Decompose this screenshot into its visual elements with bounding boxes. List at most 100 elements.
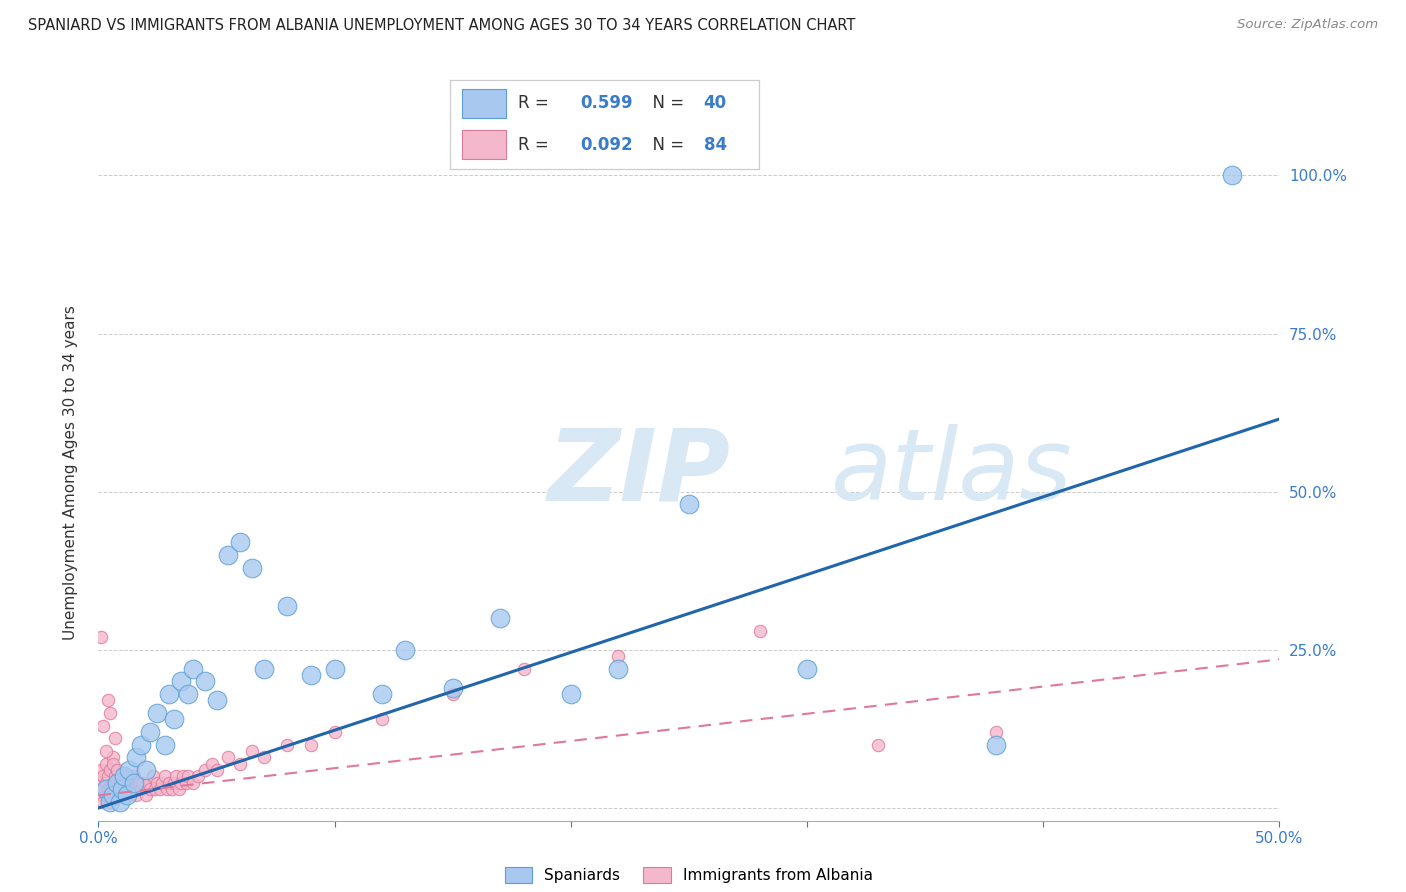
Point: [122, 782, 145, 797]
Point: [229, 535, 252, 549]
Point: [146, 775, 169, 789]
Bar: [463, 89, 506, 118]
Text: atlas: atlas: [831, 425, 1073, 521]
Point: [149, 782, 172, 797]
Text: 84: 84: [703, 136, 727, 153]
Point: [217, 548, 239, 562]
Point: [371, 687, 394, 701]
Point: [129, 782, 152, 797]
Point: [101, 750, 124, 764]
Point: [157, 775, 180, 789]
Point: [111, 782, 134, 797]
Point: [323, 662, 346, 676]
Point: [323, 725, 346, 739]
Point: [142, 769, 165, 783]
Point: [121, 775, 143, 789]
Point: [984, 725, 1007, 739]
Text: N =: N =: [641, 136, 689, 153]
Point: [90, 789, 112, 803]
Point: [607, 649, 630, 664]
Point: [108, 775, 131, 789]
Point: [177, 769, 200, 783]
Point: [253, 662, 276, 676]
Point: [94, 789, 117, 803]
Point: [98, 763, 121, 777]
Text: Source: ZipAtlas.com: Source: ZipAtlas.com: [1237, 18, 1378, 31]
Point: [139, 725, 162, 739]
Point: [139, 782, 162, 797]
Point: [101, 789, 124, 803]
Point: [240, 744, 263, 758]
Point: [98, 782, 121, 797]
Point: [201, 756, 224, 771]
Point: [157, 687, 180, 701]
Point: [111, 782, 134, 797]
Point: [112, 775, 135, 789]
Point: [205, 693, 228, 707]
Point: [181, 775, 204, 789]
Point: [125, 789, 148, 803]
Point: [167, 782, 190, 797]
Point: [94, 775, 117, 789]
Point: [678, 497, 700, 511]
Point: [115, 769, 138, 783]
Text: SPANIARD VS IMMIGRANTS FROM ALBANIA UNEMPLOYMENT AMONG AGES 30 TO 34 YEARS CORRE: SPANIARD VS IMMIGRANTS FROM ALBANIA UNEM…: [28, 18, 855, 33]
Point: [165, 769, 187, 783]
Point: [108, 789, 131, 803]
Point: [194, 763, 217, 777]
Point: [607, 662, 630, 676]
Point: [105, 775, 128, 789]
Point: [170, 674, 193, 689]
Point: [105, 763, 128, 777]
Point: [229, 756, 252, 771]
Point: [160, 782, 183, 797]
Point: [115, 789, 138, 803]
Point: [125, 750, 148, 764]
Point: [94, 744, 117, 758]
Point: [112, 769, 135, 783]
Point: [132, 775, 155, 789]
Point: [128, 775, 150, 789]
Point: [105, 775, 128, 789]
Text: 40: 40: [703, 95, 727, 112]
Point: [98, 795, 121, 809]
Point: [194, 674, 217, 689]
Point: [143, 782, 166, 797]
Text: 0.599: 0.599: [579, 95, 633, 112]
Point: [135, 763, 157, 777]
Point: [94, 782, 117, 797]
Point: [153, 769, 176, 783]
Point: [111, 769, 134, 783]
Point: [984, 738, 1007, 752]
Point: [489, 611, 512, 625]
Point: [112, 789, 135, 803]
Point: [135, 789, 157, 803]
Point: [181, 662, 204, 676]
Point: [104, 782, 127, 797]
Point: [98, 706, 121, 720]
Point: [101, 756, 124, 771]
Point: [97, 782, 120, 797]
Point: [150, 775, 173, 789]
Point: [163, 713, 186, 727]
Point: [170, 775, 193, 789]
Text: ZIP: ZIP: [547, 425, 730, 521]
Point: [91, 795, 114, 809]
Point: [104, 731, 127, 746]
Point: [156, 782, 179, 797]
Point: [217, 750, 239, 764]
Text: R =: R =: [517, 136, 554, 153]
Point: [796, 662, 818, 676]
Point: [104, 769, 127, 783]
Point: [115, 782, 138, 797]
Point: [163, 775, 186, 789]
Point: [394, 643, 416, 657]
Point: [299, 738, 322, 752]
Point: [108, 795, 131, 809]
Y-axis label: Unemployment Among Ages 30 to 34 years: Unemployment Among Ages 30 to 34 years: [63, 305, 77, 640]
Point: [276, 738, 298, 752]
Point: [441, 681, 464, 695]
Point: [240, 560, 263, 574]
Point: [101, 775, 124, 789]
Text: R =: R =: [517, 95, 554, 112]
